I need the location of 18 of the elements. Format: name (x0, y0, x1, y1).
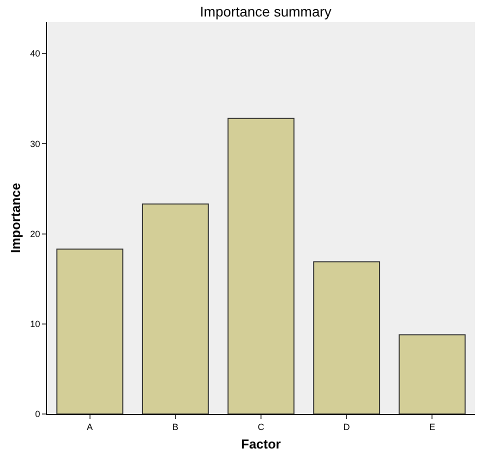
x-tick-label: C (258, 422, 265, 432)
bar (56, 248, 124, 414)
y-tick-label: 20 (30, 228, 40, 239)
y-axis-title: Importance (8, 182, 24, 254)
y-tick-label: 10 (30, 319, 40, 330)
x-tick-label: A (86, 422, 93, 432)
x-axis-title: Factor (241, 436, 281, 452)
x-tick-label: B (172, 422, 178, 432)
x-tick-label: D (343, 422, 350, 432)
x-tick-label: E (429, 422, 436, 432)
y-tick-label: 30 (30, 138, 40, 149)
y-tick-label: 0 (35, 409, 40, 420)
y-tick-label: 40 (30, 48, 40, 59)
bar (398, 334, 466, 414)
bar (313, 261, 380, 414)
bar (142, 204, 209, 414)
bar (228, 118, 294, 414)
chart-title: Importance summary (200, 4, 332, 20)
